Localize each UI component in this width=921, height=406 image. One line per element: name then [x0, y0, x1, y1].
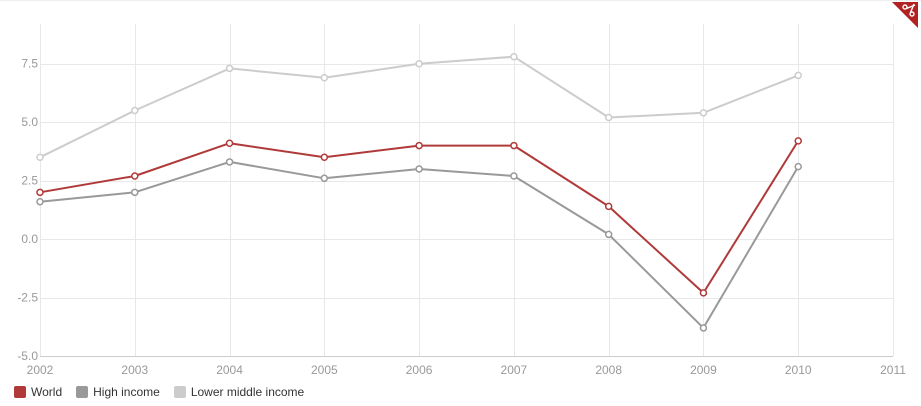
data-point-world[interactable]: [510, 141, 518, 150]
data-point-world[interactable]: [794, 137, 802, 145]
x-tick-label: 2008: [595, 363, 622, 377]
grid-layer: [0, 0, 921, 357]
data-point-lower-middle-income[interactable]: [36, 153, 44, 162]
data-point-high-income[interactable]: [320, 174, 329, 183]
x-tick-label: 2011: [880, 363, 906, 377]
legend-swatch: [14, 386, 26, 398]
x-tick-label: 2005: [311, 363, 338, 377]
legend-label: Lower middle income: [190, 385, 305, 399]
data-point-world[interactable]: [320, 153, 329, 162]
data-point-world[interactable]: [36, 188, 44, 197]
data-point-world[interactable]: [604, 202, 613, 211]
x-tick-label: 2004: [216, 363, 243, 377]
x-tick-label: 2007: [501, 363, 528, 377]
x-tick-label: 2006: [406, 363, 433, 377]
legend-swatch: [76, 386, 89, 398]
scissors-icon: [892, 2, 918, 28]
data-point-lower-middle-income[interactable]: [699, 109, 708, 117]
data-point-world[interactable]: [131, 172, 139, 180]
y-tick-label: 2.5: [21, 174, 38, 188]
legend-item-world[interactable]: World: [14, 385, 62, 399]
data-point-lower-middle-income[interactable]: [225, 64, 234, 73]
data-point-world[interactable]: [415, 141, 423, 150]
y-tick-label: 5.0: [21, 115, 38, 129]
y-tick-label: -2.5: [17, 291, 38, 305]
x-tick-label: 2002: [27, 363, 54, 377]
legend-item-high-income[interactable]: High income: [76, 385, 160, 399]
legend-swatch: [173, 386, 186, 398]
legend-label: High income: [93, 385, 160, 399]
data-point-high-income[interactable]: [699, 324, 708, 332]
series-layer: [36, 52, 802, 332]
data-point-high-income[interactable]: [131, 188, 139, 197]
legend-label: World: [31, 385, 63, 399]
data-point-high-income[interactable]: [604, 230, 613, 239]
data-point-world[interactable]: [225, 139, 234, 147]
y-tick-label: 0.0: [21, 232, 38, 246]
axis-layer: 2002 2003 2004 2005 2006 2007 2008 2009 2010 2011…: [17, 57, 906, 377]
x-tick-label: 2009: [690, 363, 717, 377]
data-point-lower-middle-income[interactable]: [131, 106, 139, 115]
y-tick-label: -5.0: [17, 349, 38, 363]
legend-item-lower-middle-income[interactable]: Lower middle income: [173, 385, 305, 399]
data-point-lower-middle-income[interactable]: [794, 71, 802, 80]
y-tick-label: 7.5: [21, 57, 38, 71]
data-point-high-income[interactable]: [415, 165, 423, 173]
data-point-high-income[interactable]: [36, 197, 44, 206]
data-point-lower-middle-income[interactable]: [320, 74, 329, 82]
chart-legend: World High income Lower middle income: [14, 385, 318, 399]
data-point-lower-middle-income[interactable]: [604, 113, 613, 122]
data-point-high-income[interactable]: [225, 158, 234, 166]
x-tick-label: 2003: [121, 363, 148, 377]
data-point-high-income[interactable]: [794, 162, 802, 171]
data-point-lower-middle-income[interactable]: [510, 52, 518, 61]
data-point-high-income[interactable]: [510, 172, 518, 180]
x-tick-label: 2010: [785, 363, 812, 377]
export-button[interactable]: [892, 2, 918, 28]
data-point-lower-middle-income[interactable]: [415, 59, 423, 68]
data-point-world[interactable]: [699, 289, 708, 297]
